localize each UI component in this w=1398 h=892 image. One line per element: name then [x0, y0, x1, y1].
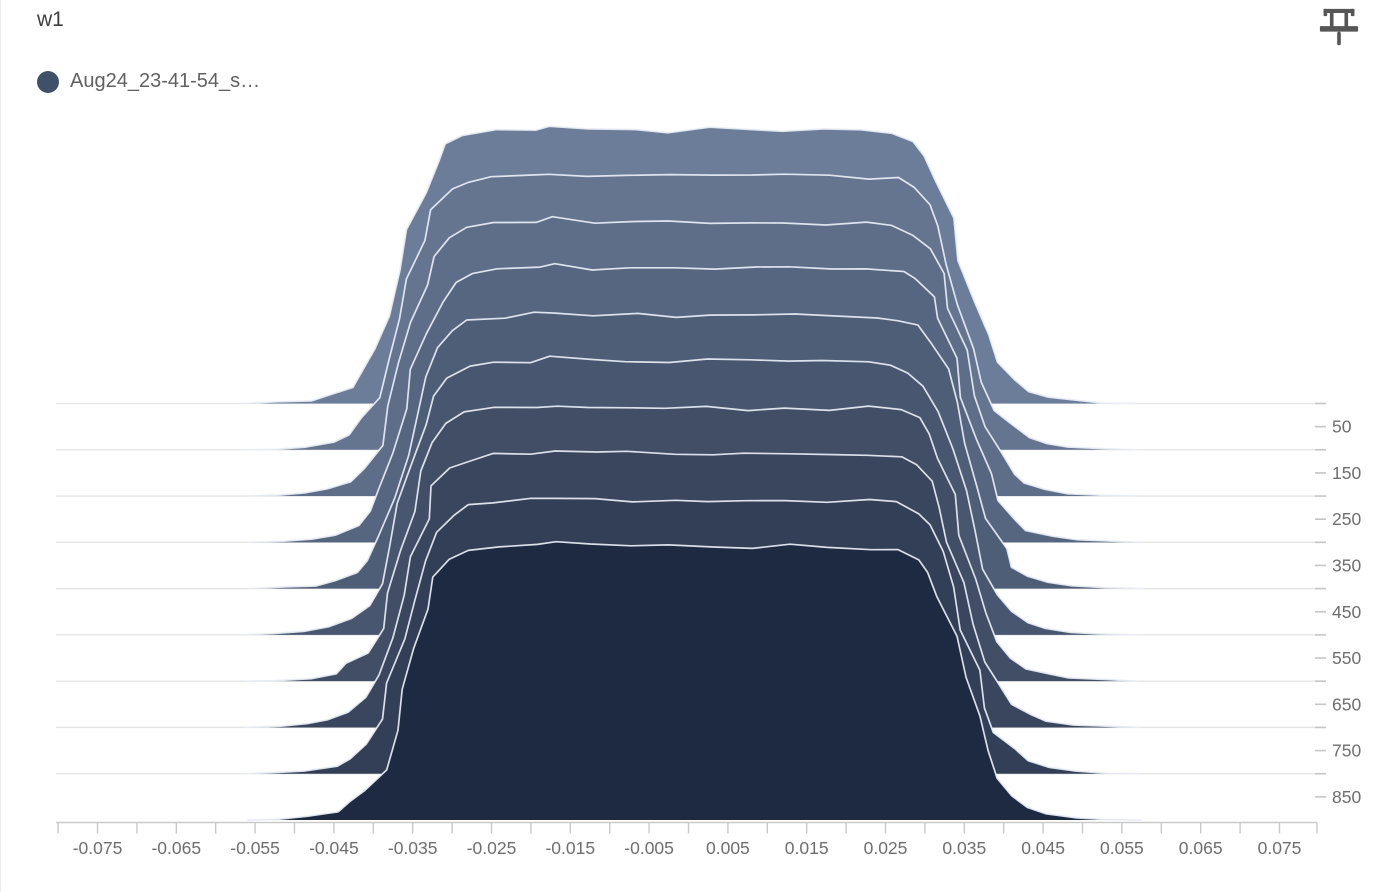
svg-text:-0.065: -0.065: [151, 838, 201, 858]
svg-text:450: 450: [1332, 602, 1361, 622]
svg-text:650: 650: [1332, 694, 1361, 714]
svg-text:250: 250: [1332, 509, 1361, 529]
svg-text:-0.035: -0.035: [388, 838, 438, 858]
push-pin-icon: [1319, 8, 1359, 46]
svg-text:550: 550: [1332, 648, 1361, 668]
svg-text:0.065: 0.065: [1179, 838, 1223, 858]
chart-title: w1: [37, 8, 64, 31]
svg-text:750: 750: [1332, 741, 1361, 761]
pin-button[interactable]: [1315, 2, 1363, 52]
svg-text:0.035: 0.035: [942, 838, 986, 858]
svg-text:850: 850: [1332, 787, 1361, 807]
svg-text:0.075: 0.075: [1258, 838, 1302, 858]
legend-series-label: Aug24_23-41-54_s…: [70, 70, 261, 92]
svg-text:0.055: 0.055: [1100, 838, 1144, 858]
svg-text:-0.055: -0.055: [230, 838, 280, 858]
legend-item[interactable]: Aug24_23-41-54_s…: [37, 70, 260, 93]
svg-text:-0.005: -0.005: [624, 838, 674, 858]
y-axis-step-labels: 50 150 250 350 450 550 650 750 850: [1315, 417, 1361, 807]
x-axis: -0.075 -0.065 -0.055 -0.045 -0.035 -0.025 -0.0…: [56, 821, 1318, 858]
histogram-ridges: [243, 125, 1144, 821]
svg-text:-0.045: -0.045: [309, 838, 359, 858]
svg-text:-0.015: -0.015: [545, 838, 595, 858]
svg-text:-0.025: -0.025: [467, 838, 517, 858]
svg-text:0.025: 0.025: [864, 838, 908, 858]
svg-text:-0.075: -0.075: [73, 838, 123, 858]
svg-text:0.015: 0.015: [785, 838, 829, 858]
svg-text:0.045: 0.045: [1021, 838, 1065, 858]
svg-text:50: 50: [1332, 417, 1352, 437]
svg-text:350: 350: [1332, 555, 1361, 575]
svg-text:0.005: 0.005: [706, 838, 750, 858]
legend-color-dot: [37, 70, 59, 93]
svg-text:150: 150: [1332, 463, 1361, 483]
